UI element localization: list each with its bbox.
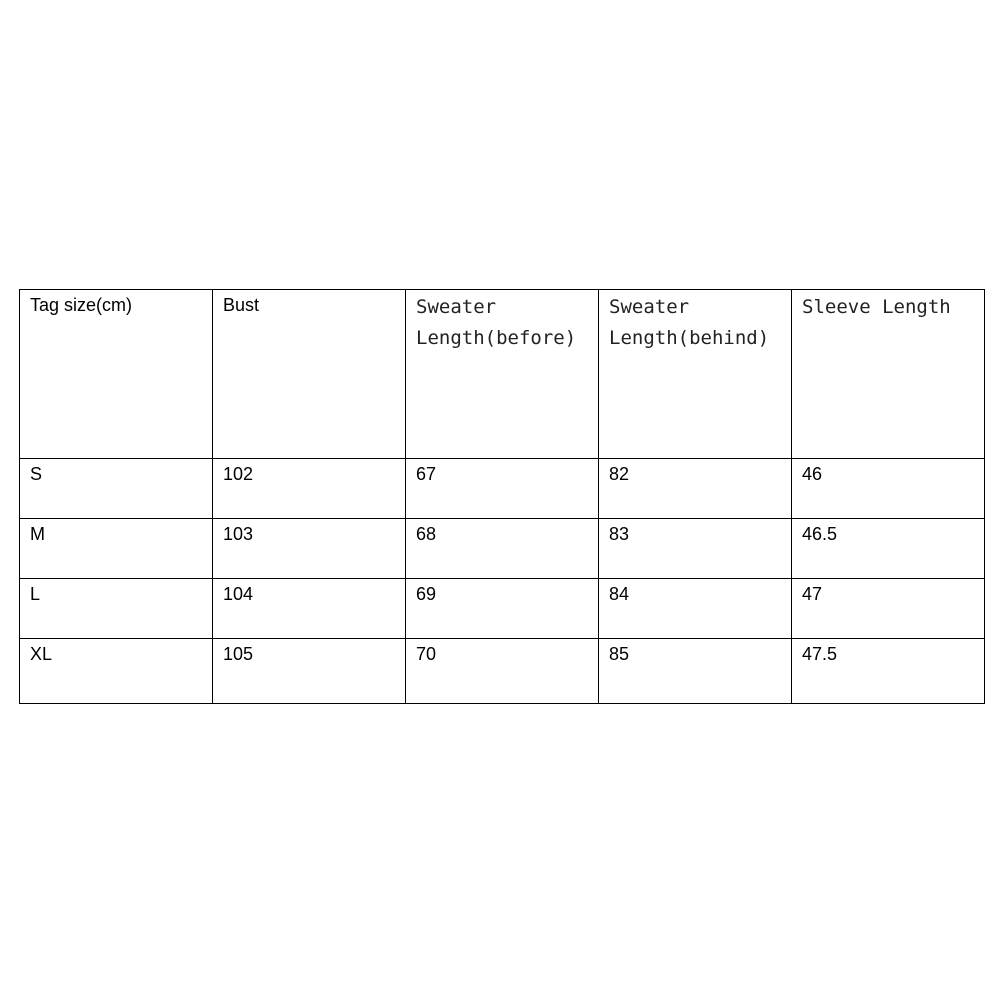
table-cell: 105	[212, 638, 406, 704]
table-row: M 103 68 83 46.5	[19, 518, 985, 579]
header-row: Tag size(cm) Bust Sweater Length(before)…	[19, 289, 985, 459]
table-cell: 84	[598, 578, 792, 639]
table-cell: 69	[405, 578, 599, 639]
table-cell: XL	[19, 638, 213, 704]
header-cell: Sleeve Length	[791, 289, 985, 459]
table-cell: 46.5	[791, 518, 985, 579]
table-cell: 68	[405, 518, 599, 579]
table-cell: 103	[212, 518, 406, 579]
table-cell: 46	[791, 458, 985, 519]
size-table: Tag size(cm) Bust Sweater Length(before)…	[19, 289, 985, 704]
table-cell: S	[19, 458, 213, 519]
table-cell: 47	[791, 578, 985, 639]
table-cell: L	[19, 578, 213, 639]
table-cell: 102	[212, 458, 406, 519]
table-cell: 82	[598, 458, 792, 519]
table-row: XL 105 70 85 47.5	[19, 638, 985, 704]
table-cell: 83	[598, 518, 792, 579]
table-row: S 102 67 82 46	[19, 458, 985, 519]
header-cell: Sweater Length(behind)	[598, 289, 792, 459]
table-cell: 47.5	[791, 638, 985, 704]
table-cell: M	[19, 518, 213, 579]
table-cell: 70	[405, 638, 599, 704]
header-cell: Bust	[212, 289, 406, 459]
table-row: L 104 69 84 47	[19, 578, 985, 639]
header-cell: Sweater Length(before)	[405, 289, 599, 459]
table-cell: 67	[405, 458, 599, 519]
table-cell: 104	[212, 578, 406, 639]
header-cell: Tag size(cm)	[19, 289, 213, 459]
table-cell: 85	[598, 638, 792, 704]
